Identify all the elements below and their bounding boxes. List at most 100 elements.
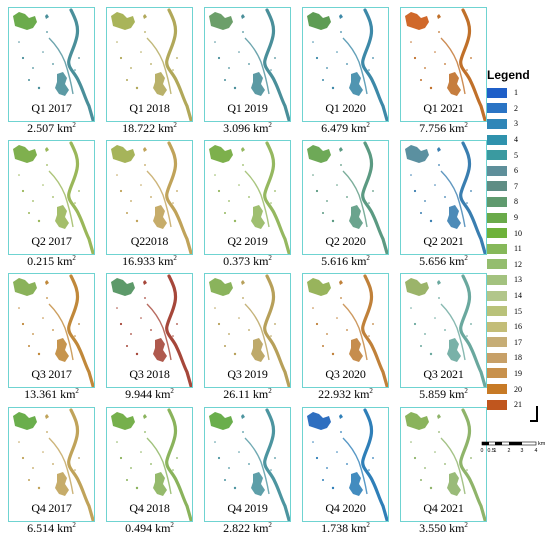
area-unit: km [253,254,269,268]
legend: Legend 1 2 3 4 5 6 7 8 9 10 11 12 13 14 15 16 17 18 19 20 21 [487,68,549,412]
panel-period-label: Q1 2019 [227,101,268,115]
area-number: 26.11 [223,387,250,401]
legend-swatch [487,165,507,176]
legend-item: 2 [487,101,549,117]
area-number: 18.722 [122,121,156,135]
map-frame [106,140,193,255]
legend-item-label: 4 [514,135,518,145]
area-unit-exponent: 2 [366,254,370,262]
map-panel: Q2 2019 0.373 km2 [204,140,301,276]
area-unit: km [57,521,73,535]
map-frame [204,7,291,122]
area-number: 6.514 [27,521,55,535]
map-panel: Q2 2021 5.656 km2 [400,140,497,276]
area-unit-exponent: 2 [464,254,468,262]
map-frame [302,7,389,122]
legend-swatch [487,181,507,192]
legend-item-label: 10 [514,228,522,238]
area-number: 3.096 [223,121,251,135]
area-number: 5.616 [321,254,349,268]
map-frame [400,407,487,522]
area-number: 13.361 [24,387,58,401]
map-frame [400,140,487,255]
panel-area-value: 0.215 km2 [8,254,95,269]
legend-item-label: 3 [514,119,518,129]
north-arrow-icon [530,406,538,422]
area-unit-exponent: 2 [72,521,76,529]
map-panel: Q1 2019 3.096 km2 [204,7,301,143]
map-panel: Q1 2020 6.479 km2 [302,7,399,143]
map-panel: Q3 2020 22.932 km2 [302,273,399,409]
legend-swatch [487,399,507,410]
map-frame [8,140,95,255]
area-number: 6.479 [321,121,349,135]
legend-item: 14 [487,288,549,304]
legend-swatch [487,368,507,379]
area-unit: km [253,521,269,535]
area-unit: km [354,387,370,401]
panel-period-label: Q1 2021 [423,101,464,115]
legend-item: 19 [487,366,549,382]
map-frame [106,7,193,122]
area-unit: km [449,387,465,401]
map-panel: Q3 2017 13.361 km2 [8,273,105,409]
legend-swatch [487,87,507,98]
area-number: 5.859 [419,387,447,401]
legend-item-label: 14 [514,291,522,301]
map-image [111,408,192,521]
legend-item: 1 [487,85,549,101]
map-panel: Q1 2018 18.722 km2 [106,7,203,143]
legend-item-label: 5 [514,150,518,160]
area-unit: km [449,254,465,268]
area-number: 1.738 [321,521,349,535]
area-unit-exponent: 2 [268,254,272,262]
map-image [111,274,192,387]
legend-swatch [487,337,507,348]
legend-item: 17 [487,335,549,351]
panel-period-label: Q3 2019 [227,367,268,381]
legend-item: 15 [487,303,549,319]
panel-period-label: Q1 2018 [129,101,170,115]
map-image [209,274,290,387]
area-number: 0.494 [125,521,153,535]
legend-swatch [487,243,507,254]
legend-item-label: 8 [514,197,518,207]
map-image [307,8,388,121]
panel-area-value: 5.656 km2 [400,254,487,269]
legend-item: 3 [487,116,549,132]
legend-swatch [487,306,507,317]
legend-item: 5 [487,147,549,163]
map-frame [8,7,95,122]
panel-area-value: 0.494 km2 [106,521,193,536]
map-frame [204,273,291,388]
map-frame [106,273,193,388]
map-image [209,408,290,521]
map-image [13,8,94,121]
map-panel: Q4 2019 2.822 km2 [204,407,301,543]
panel-area-value: 3.096 km2 [204,121,291,136]
legend-item-label: 13 [514,275,522,285]
legend-item: 7 [487,179,549,195]
panel-period-label: Q1 2020 [325,101,366,115]
area-unit-exponent: 2 [173,254,177,262]
panel-area-value: 6.514 km2 [8,521,95,536]
legend-item-label: 1 [514,88,518,98]
panel-area-value: 3.550 km2 [400,521,487,536]
area-unit-exponent: 2 [268,521,272,529]
map-image [405,141,486,254]
map-panel: Q2 2017 0.215 km2 [8,140,105,276]
scale-tick-label: 0.5 [488,448,495,454]
panel-period-label: Q3 2017 [31,367,72,381]
map-image [13,141,94,254]
legend-swatch [487,352,507,363]
legend-swatch [487,212,507,223]
map-image [405,274,486,387]
map-frame [204,140,291,255]
legend-item-label: 15 [514,306,522,316]
area-unit-exponent: 2 [366,121,370,129]
panel-period-label: Q3 2021 [423,367,464,381]
legend-item: 18 [487,350,549,366]
legend-item: 8 [487,194,549,210]
area-unit: km [57,121,73,135]
area-unit: km [449,121,465,135]
